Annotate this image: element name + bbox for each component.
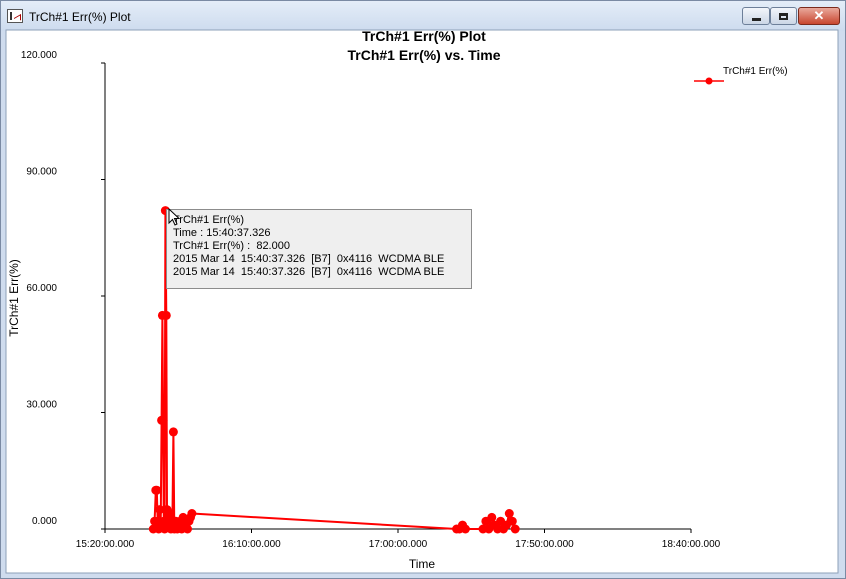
y-tick-label: 60.000	[26, 283, 57, 294]
data-point-tooltip: TrCh#1 Err(%) Time : 15:40:37.326 TrCh#1…	[166, 209, 472, 289]
chart-title: TrCh#1 Err(%) Plot	[362, 28, 486, 44]
series-group	[148, 206, 520, 534]
tooltip-value: TrCh#1 Err(%) : 82.000	[173, 240, 290, 252]
data-point[interactable]	[168, 427, 178, 437]
minimize-icon	[751, 17, 761, 21]
data-point[interactable]	[507, 516, 517, 526]
data-point[interactable]	[487, 512, 497, 522]
chart-subtitle: TrCh#1 Err(%) vs. Time	[347, 47, 500, 63]
minimize-button[interactable]	[742, 7, 770, 25]
x-tick-label: 17:50:00.000	[515, 539, 574, 550]
y-tick-label: 30.000	[26, 400, 57, 411]
tooltip-log-line-2: 2015 Mar 14 15:40:37.326 [B7] 0x4116 WCD…	[173, 266, 445, 278]
x-tick-label: 15:20:00.000	[76, 539, 135, 550]
chart-window-icon	[7, 9, 23, 23]
data-point[interactable]	[155, 505, 165, 515]
data-point[interactable]	[158, 415, 168, 425]
data-point[interactable]	[504, 509, 514, 518]
y-tick-label: 0.000	[32, 516, 57, 527]
data-point[interactable]	[460, 524, 470, 534]
x-tick-label: 17:00:00.000	[369, 539, 428, 550]
data-point[interactable]	[183, 524, 192, 534]
window-title: TrCh#1 Err(%) Plot	[29, 10, 131, 24]
x-axis-label: Time	[409, 557, 436, 571]
mouse-pointer-icon	[168, 208, 180, 226]
legend: TrCh#1 Err(%)	[694, 66, 788, 85]
data-point[interactable]	[165, 509, 175, 518]
x-tick-label: 18:40:00.000	[662, 539, 721, 550]
data-point[interactable]	[152, 485, 162, 495]
tooltip-header: TrCh#1 Err(%)	[173, 214, 245, 226]
legend-swatch-marker	[705, 77, 713, 85]
title-bar[interactable]: TrCh#1 Err(%) Plot ✕	[1, 1, 845, 31]
chart-axes: 0.000 30.000 60.000 90.000 120.000 15:20:00.0…	[21, 50, 721, 550]
legend-label: TrCh#1 Err(%)	[723, 66, 788, 77]
x-tick-label: 16:10:00.000	[222, 539, 281, 550]
maximize-icon	[779, 12, 788, 20]
tooltip-log-line-1: 2015 Mar 14 15:40:37.326 [B7] 0x4116 WCD…	[173, 253, 445, 265]
plot-background	[5, 29, 839, 574]
y-tick-label: 90.000	[26, 167, 57, 178]
y-axis-label: TrCh#1 Err(%)	[7, 259, 21, 337]
maximize-button[interactable]	[770, 7, 797, 25]
close-icon: ✕	[813, 8, 825, 23]
tooltip-time: Time : 15:40:37.326	[173, 227, 271, 239]
data-point[interactable]	[510, 524, 520, 534]
data-point[interactable]	[161, 310, 171, 320]
close-button[interactable]: ✕	[798, 7, 840, 25]
data-point[interactable]	[187, 509, 197, 518]
y-tick-label: 120.000	[21, 50, 58, 61]
